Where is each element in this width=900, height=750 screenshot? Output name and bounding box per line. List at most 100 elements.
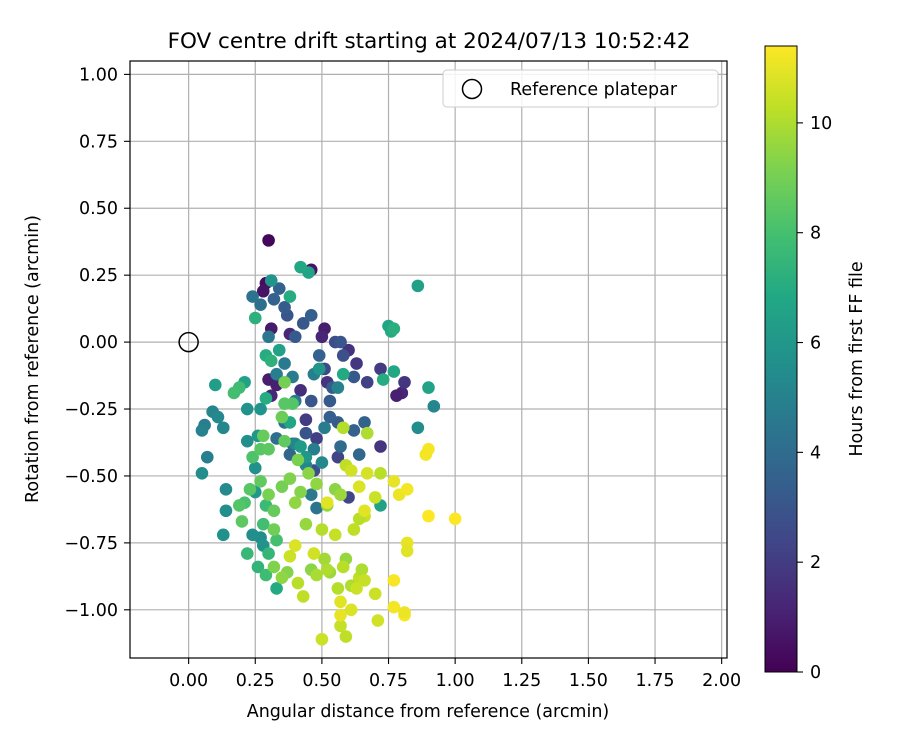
data-point [318,552,331,566]
data-point [336,349,350,362]
colorbar-tick-label: 10 [810,114,832,134]
data-point [219,483,233,496]
data-point [208,378,222,392]
data-point [358,504,371,518]
data-point [310,568,323,582]
x-tick-label: 0.75 [369,671,408,691]
data-point [246,528,259,542]
data-point [262,442,275,456]
colorbar [764,45,798,673]
data-point [448,512,462,526]
x-tick-label: 1.50 [569,671,608,691]
data-point [334,608,347,622]
y-tick-label: 0.50 [79,199,118,219]
data-point [387,475,401,488]
data-point [291,576,305,590]
colorbar-ticks: 0 2 4 6 8 10 [797,114,832,683]
data-point [350,357,363,370]
data-point [350,582,363,595]
data-point [310,432,323,445]
data-point [272,343,286,357]
data-point [310,477,323,491]
data-point [278,397,291,410]
data-point [216,421,230,435]
data-point [315,632,329,646]
data-point [267,560,281,574]
data-point [275,571,289,584]
data-point [211,410,225,424]
data-point [352,480,366,493]
data-point [278,434,291,448]
colorbar-tick-label: 0 [810,663,821,683]
plot-frame [129,60,728,659]
data-point [256,517,270,531]
data-point [283,549,297,563]
data-point [267,504,281,518]
data-point [347,424,361,437]
data-point [315,330,329,344]
data-point [267,523,281,536]
y-tick-label: −1.00 [64,601,118,621]
data-point [427,400,441,413]
data-point [368,491,382,504]
data-point [232,499,246,512]
x-tick-label: 1.25 [502,671,541,691]
data-point [411,279,425,293]
data-point [323,394,337,408]
data-point [299,517,313,531]
data-point [219,504,233,518]
data-point [299,413,313,427]
y-tick-label: −0.75 [64,534,118,554]
data-point [275,480,289,493]
data-point [376,373,390,386]
data-point [323,410,337,424]
colorbar-tick-label: 6 [810,334,821,354]
x-axis-label: Angular distance from reference (arcmin) [247,702,610,722]
data-point [299,426,313,440]
data-point [304,488,318,501]
data-point [310,501,323,515]
legend-box [442,69,719,108]
data-point [387,322,401,336]
data-point [387,365,401,378]
data-point [390,389,403,402]
data-point [278,375,291,389]
grid-lines [130,61,727,658]
data-point [254,298,267,311]
legend-marker-icon [461,78,483,100]
data-point [246,290,259,303]
data-point [358,574,371,587]
data-point [270,367,283,381]
data-point [254,402,267,416]
data-point [246,450,259,464]
y-tick-label: 0.00 [79,333,118,353]
data-point [254,475,267,488]
data-point [235,515,249,528]
data-point [304,309,318,322]
data-point [248,311,262,325]
data-point [307,442,321,456]
data-point [387,574,401,587]
data-point [288,330,302,344]
data-point [400,544,414,558]
data-point [283,472,297,485]
x-axis-ticks: 0.00 0.25 0.50 0.75 1.00 1.25 1.50 1.75 2.00 [169,658,741,691]
data-point [259,392,273,405]
data-point [296,317,310,330]
data-point [270,582,283,595]
reference-platepar-marker [178,331,199,353]
data-point [278,300,291,314]
data-point [227,386,241,400]
data-point [331,450,345,464]
y-tick-label: −0.25 [64,400,118,420]
data-point [374,466,387,480]
data-point [200,450,214,464]
data-point [320,496,334,510]
data-point [387,600,401,614]
x-tick-label: 1.00 [436,671,475,691]
y-tick-label: 0.75 [79,132,118,152]
data-point [334,440,347,453]
data-point [352,448,366,461]
